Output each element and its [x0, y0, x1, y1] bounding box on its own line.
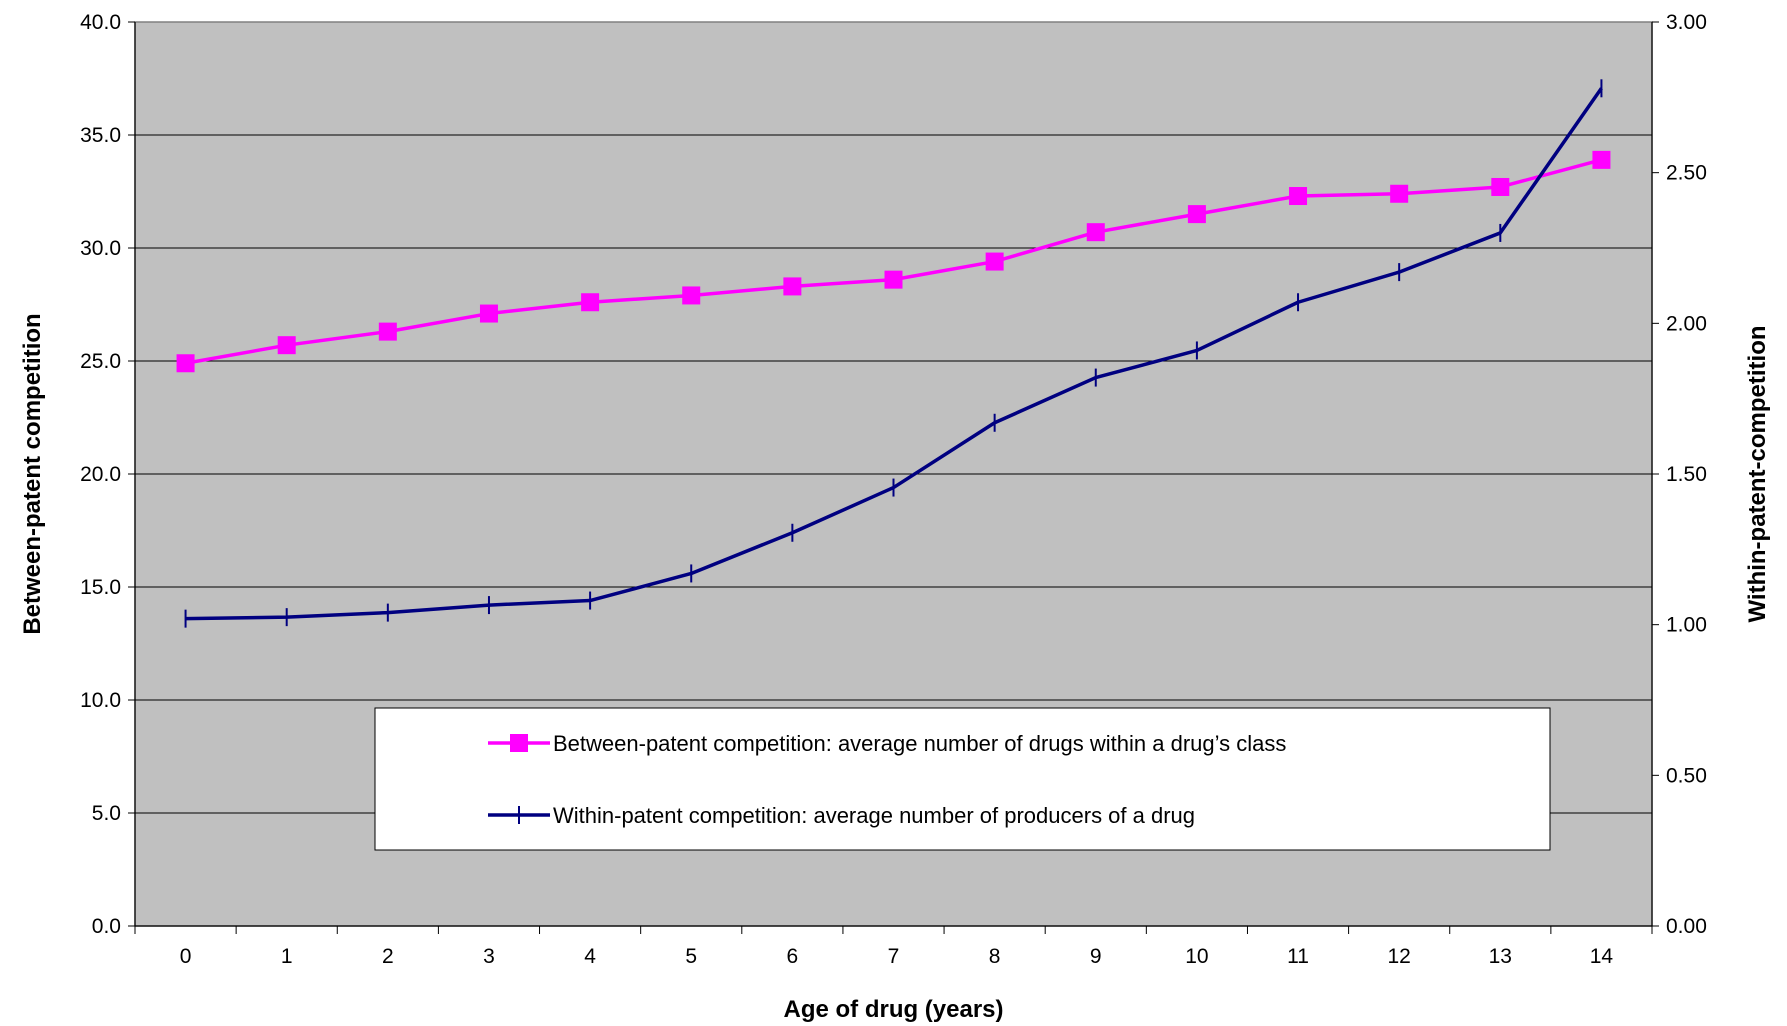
x-tick-label: 3	[483, 945, 495, 968]
x-tick-label: 7	[888, 945, 900, 968]
y-tick-label: 30.0	[80, 237, 121, 260]
x-tick-label: 1	[281, 945, 293, 968]
legend-label-between-patent: Between-patent competition: average numb…	[553, 731, 1286, 756]
data-point-square-0	[1289, 187, 1308, 206]
y-axis-title-right: Within-patent-competition	[1744, 325, 1771, 622]
y2-tick-label: 0.50	[1666, 764, 1707, 787]
y-tick-label: 0.0	[92, 915, 121, 938]
data-point-square-0	[378, 322, 397, 341]
x-tick-label: 12	[1387, 945, 1410, 968]
x-tick-label: 11	[1287, 945, 1309, 968]
y2-tick-label: 2.00	[1666, 312, 1707, 335]
y2-tick-label: 2.50	[1666, 162, 1707, 185]
x-tick-label: 2	[382, 945, 394, 968]
x-axis-title: Age of drug (years)	[783, 996, 1003, 1023]
data-point-square-0	[176, 354, 195, 373]
data-point-square-0	[682, 286, 701, 305]
x-tick-label: 14	[1590, 945, 1614, 968]
y-tick-label: 10.0	[80, 689, 121, 712]
data-point-square-0	[581, 293, 600, 312]
y-tick-label: 15.0	[80, 576, 121, 599]
x-tick-label: 9	[1090, 945, 1102, 968]
data-point-square-0	[884, 270, 903, 289]
y2-tick-label: 1.00	[1666, 614, 1707, 637]
x-tick-label: 6	[787, 945, 799, 968]
data-point-square-0	[1390, 184, 1409, 203]
data-point-square-0	[1592, 150, 1611, 169]
legend: Between-patent competition: average numb…	[374, 707, 1551, 851]
x-tick-label: 4	[584, 945, 596, 968]
y-tick-label: 20.0	[80, 463, 121, 486]
x-tick-label: 5	[685, 945, 697, 968]
data-point-square-0	[277, 336, 296, 355]
legend-label-within-patent: Within-patent competition: average numbe…	[553, 803, 1195, 828]
legend-box	[374, 707, 1551, 851]
data-point-square-0	[479, 304, 498, 323]
y2-tick-label: 1.50	[1666, 463, 1707, 486]
x-tick-label: 8	[989, 945, 1001, 968]
y-tick-label: 35.0	[80, 124, 121, 147]
data-point-square-0	[1491, 177, 1510, 196]
y-tick-label: 25.0	[80, 350, 121, 373]
series-layer	[176, 79, 1611, 628]
x-tick-label: 0	[180, 945, 192, 968]
y2-tick-label: 3.00	[1666, 11, 1707, 34]
data-point-square-0	[985, 252, 1004, 271]
legend-marker-square-icon	[510, 734, 528, 752]
x-tick-label: 10	[1185, 945, 1208, 968]
data-point-square-0	[1086, 223, 1105, 242]
axes: 0.0 5.0 10.0 15.0 20.0 25.0 30.0 35.0 40.0 0.00 0.…	[80, 11, 1707, 968]
data-point-square-0	[783, 277, 802, 296]
y-tick-label: 5.0	[92, 802, 121, 825]
y2-tick-label: 0.00	[1666, 915, 1707, 938]
x-tick-label: 13	[1489, 945, 1512, 968]
y-axis-title-left: Between-patent competition	[19, 313, 46, 634]
y-tick-label: 40.0	[80, 11, 121, 34]
data-point-square-0	[1187, 205, 1206, 224]
